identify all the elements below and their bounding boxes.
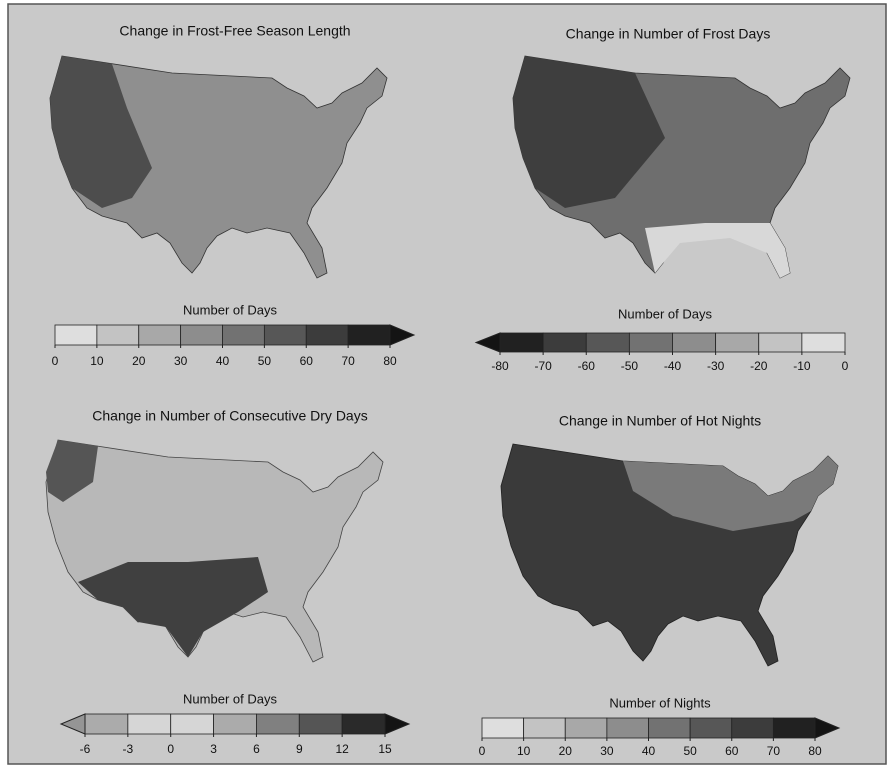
panel-title: Change in Number of Hot Nights bbox=[559, 413, 761, 429]
tick-label: 12 bbox=[335, 742, 349, 756]
colorbar-segment bbox=[690, 718, 732, 738]
colorbar-segment bbox=[500, 333, 543, 352]
colorbar-segment bbox=[565, 718, 607, 738]
tick-label: -30 bbox=[707, 359, 725, 373]
colorbar-segment bbox=[181, 325, 223, 345]
tick-label: 50 bbox=[683, 744, 697, 758]
legend-title: Number of Days bbox=[618, 306, 712, 321]
colorbar-segment bbox=[264, 325, 306, 345]
colorbar-segment bbox=[139, 325, 181, 345]
tick-label: 30 bbox=[600, 744, 614, 758]
tick-label: 6 bbox=[253, 742, 260, 756]
tick-label: -3 bbox=[123, 742, 134, 756]
tick-label: 0 bbox=[479, 744, 486, 758]
tick-label: 80 bbox=[383, 354, 397, 368]
tick-label: -60 bbox=[578, 359, 596, 373]
tick-label: 0 bbox=[167, 742, 174, 756]
colorbar-segment bbox=[802, 333, 845, 352]
tick-label: 80 bbox=[808, 744, 822, 758]
tick-label: 0 bbox=[842, 359, 849, 373]
tick-label: 40 bbox=[216, 354, 230, 368]
colorbar-segment bbox=[524, 718, 566, 738]
legend-title: Number of Nights bbox=[609, 695, 711, 710]
tick-label: 20 bbox=[559, 744, 573, 758]
tick-label: 50 bbox=[258, 354, 272, 368]
colorbar-segment bbox=[773, 718, 815, 738]
colorbar-segment bbox=[732, 718, 774, 738]
tick-label: -40 bbox=[664, 359, 682, 373]
colorbar-segment bbox=[299, 714, 342, 734]
colorbar-segment bbox=[586, 333, 629, 352]
tick-label: 20 bbox=[132, 354, 146, 368]
colorbar-segment bbox=[128, 714, 171, 734]
tick-label: 40 bbox=[642, 744, 656, 758]
tick-label: 60 bbox=[300, 354, 314, 368]
colorbar-segment bbox=[97, 325, 139, 345]
colorbar-segment bbox=[607, 718, 649, 738]
colorbar-segment bbox=[306, 325, 348, 345]
tick-label: 10 bbox=[517, 744, 531, 758]
tick-label: -20 bbox=[750, 359, 768, 373]
tick-label: 9 bbox=[296, 742, 303, 756]
tick-label: -10 bbox=[793, 359, 811, 373]
colorbar-segment bbox=[171, 714, 214, 734]
figure: Change in Frost-Free Season Length Number… bbox=[0, 0, 894, 769]
tick-label: 10 bbox=[90, 354, 104, 368]
panel-title: Change in Frost-Free Season Length bbox=[119, 23, 350, 39]
colorbar-segment bbox=[348, 325, 390, 345]
tick-label: -50 bbox=[621, 359, 639, 373]
tick-label: 70 bbox=[341, 354, 355, 368]
legend-title: Number of Days bbox=[183, 691, 277, 706]
colorbar-segment bbox=[482, 718, 524, 738]
tick-label: 30 bbox=[174, 354, 188, 368]
colorbar-segment bbox=[223, 325, 265, 345]
colorbar-segment bbox=[649, 718, 691, 738]
panel-title: Change in Number of Consecutive Dry Days bbox=[92, 408, 367, 424]
colorbar-segment bbox=[342, 714, 385, 734]
colorbar-segment bbox=[256, 714, 299, 734]
colorbar-segment bbox=[214, 714, 257, 734]
tick-label: 3 bbox=[210, 742, 217, 756]
tick-label: -70 bbox=[534, 359, 552, 373]
colorbar-segment bbox=[716, 333, 759, 352]
tick-label: -80 bbox=[491, 359, 509, 373]
colorbar-segment bbox=[85, 714, 128, 734]
colorbar-segment bbox=[55, 325, 97, 345]
tick-label: -6 bbox=[80, 742, 91, 756]
panel-title: Change in Number of Frost Days bbox=[566, 26, 771, 42]
colorbar-segment bbox=[543, 333, 586, 352]
legend-title: Number of Days bbox=[183, 302, 277, 317]
tick-label: 70 bbox=[767, 744, 781, 758]
colorbar-segment bbox=[759, 333, 802, 352]
tick-label: 60 bbox=[725, 744, 739, 758]
tick-label: 0 bbox=[52, 354, 59, 368]
colorbar-segment bbox=[629, 333, 672, 352]
colorbar-segment bbox=[673, 333, 716, 352]
tick-label: 15 bbox=[378, 742, 392, 756]
